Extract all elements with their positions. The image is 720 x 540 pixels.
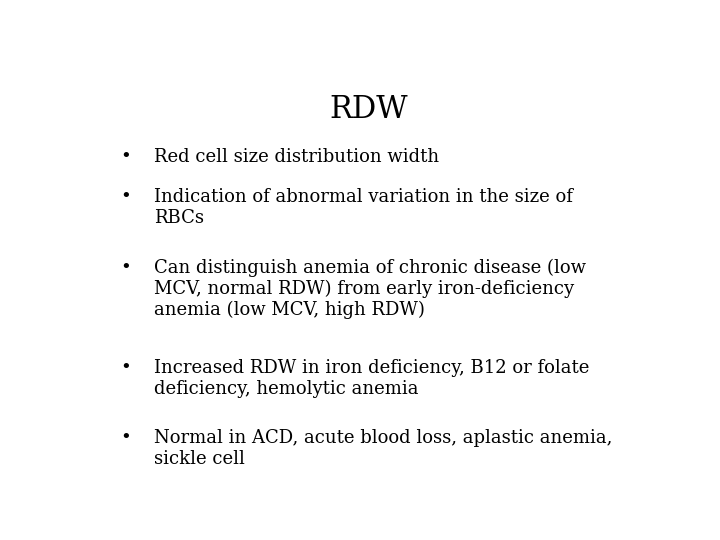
Text: •: •	[121, 359, 132, 377]
Text: •: •	[121, 148, 132, 166]
Text: RDW: RDW	[330, 94, 408, 125]
Text: Increased RDW in iron deficiency, B12 or folate
deficiency, hemolytic anemia: Increased RDW in iron deficiency, B12 or…	[154, 359, 590, 397]
Text: Can distinguish anemia of chronic disease (low
MCV, normal RDW) from early iron-: Can distinguish anemia of chronic diseas…	[154, 259, 586, 319]
Text: •: •	[121, 429, 132, 447]
Text: •: •	[121, 188, 132, 206]
Text: Red cell size distribution width: Red cell size distribution width	[154, 148, 439, 166]
Text: •: •	[121, 259, 132, 276]
Text: Indication of abnormal variation in the size of
RBCs: Indication of abnormal variation in the …	[154, 188, 573, 227]
Text: Normal in ACD, acute blood loss, aplastic anemia,
sickle cell: Normal in ACD, acute blood loss, aplasti…	[154, 429, 613, 468]
